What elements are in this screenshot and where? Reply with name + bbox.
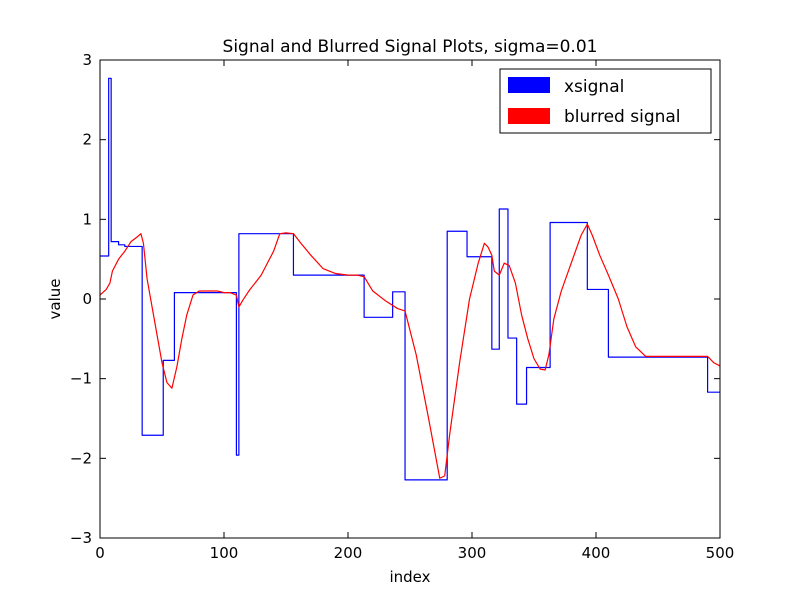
y-tick-label: 0 xyxy=(82,290,92,308)
legend-swatch-xsignal xyxy=(508,77,550,93)
series-line-blurred-signal xyxy=(99,223,721,479)
y-tick-label: 1 xyxy=(82,210,92,228)
y-tick-label: −1 xyxy=(70,370,92,388)
x-tick-label: 0 xyxy=(95,544,105,562)
y-tick-labels: −3 −2 −1 0 1 2 3 xyxy=(70,51,92,547)
x-tick-label: 200 xyxy=(334,544,363,562)
chart-title: Signal and Blurred Signal Plots, sigma=0… xyxy=(223,37,598,57)
y-tick-label: −2 xyxy=(70,449,92,467)
tick-marks xyxy=(99,59,721,539)
series-layer xyxy=(99,77,721,481)
y-tick-label: 3 xyxy=(82,51,92,69)
x-axis-label: index xyxy=(389,568,430,586)
x-tick-label: 300 xyxy=(458,544,487,562)
legend: xsignal blurred signal xyxy=(499,68,712,134)
legend-label-blurred-signal: blurred signal xyxy=(564,107,681,127)
y-tick-label: −3 xyxy=(70,529,92,547)
y-tick-label: 2 xyxy=(82,131,92,149)
x-tick-labels: 0 100 200 300 400 500 xyxy=(95,544,734,562)
x-tick-label: 400 xyxy=(582,544,611,562)
x-tick-label: 100 xyxy=(210,544,239,562)
y-axis-label: value xyxy=(46,279,64,320)
legend-label-xsignal: xsignal xyxy=(564,77,624,97)
plot-area xyxy=(100,60,720,538)
legend-swatch-blurred-signal xyxy=(508,108,550,124)
x-tick-label: 500 xyxy=(706,544,735,562)
plot-frame xyxy=(99,59,721,539)
